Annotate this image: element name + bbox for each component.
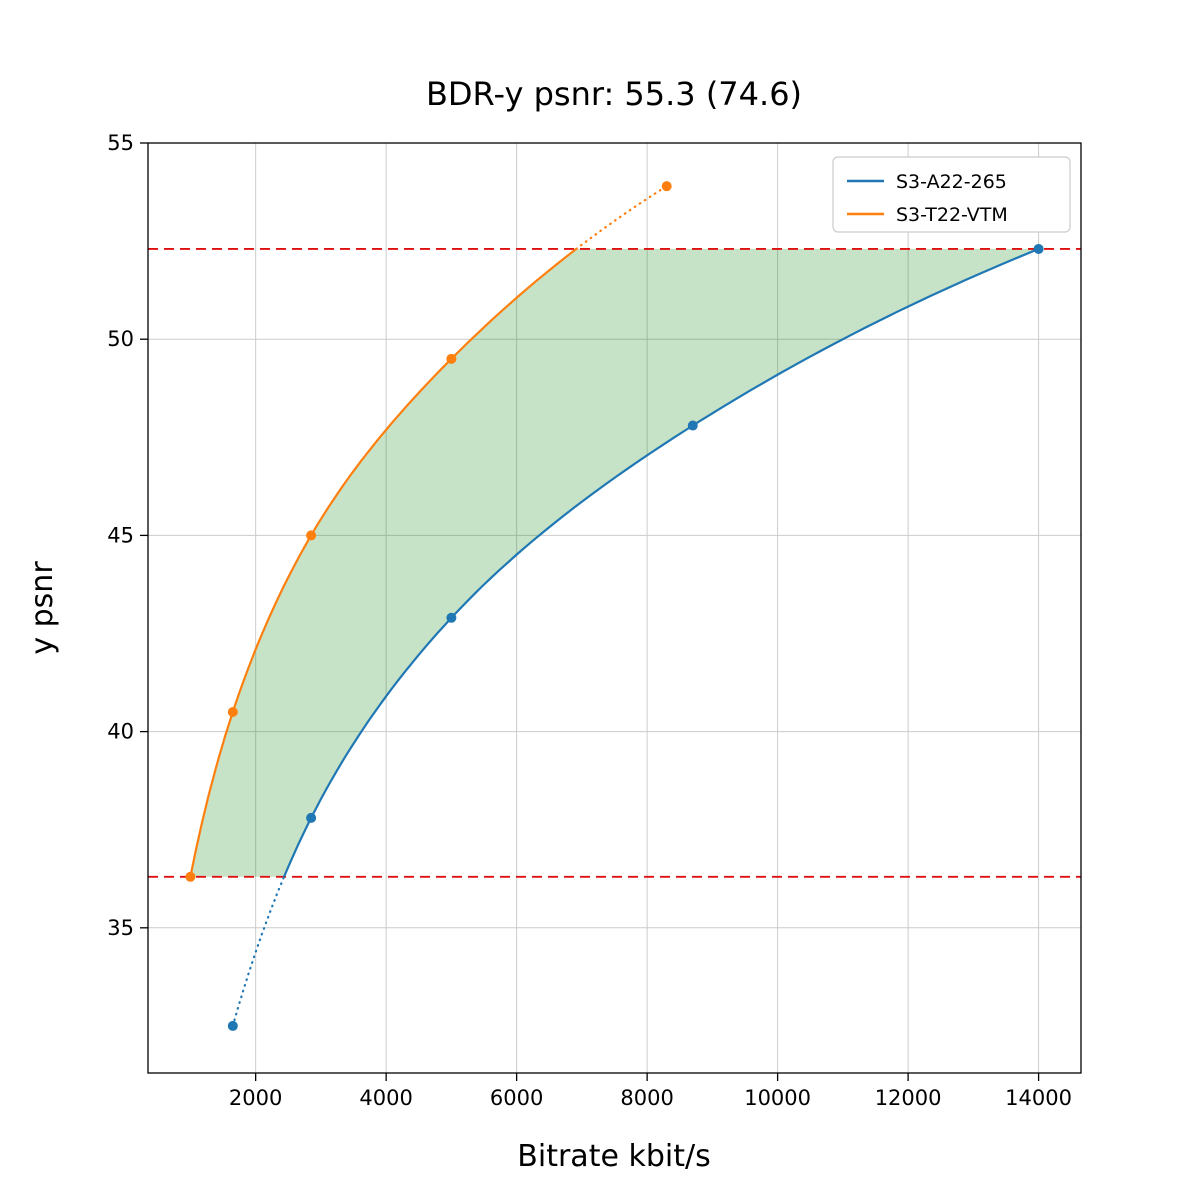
x-axis-label: Bitrate kbit/s	[517, 1139, 710, 1174]
data-point-marker	[185, 871, 196, 882]
series-line-solid-0	[282, 247, 1040, 878]
legend-label-series-1: S3-T22-VTM	[896, 204, 1008, 226]
chart-title: BDR-y psnr: 55.3 (74.6)	[426, 75, 802, 113]
data-point-marker	[687, 420, 698, 431]
data-point-marker	[1033, 243, 1044, 254]
x-tick-label: 10000	[744, 1086, 811, 1110]
series-curves	[185, 181, 1044, 1031]
series-line-dotted-0	[231, 875, 286, 1027]
series-line-solid-1	[189, 248, 577, 878]
plot-frame	[147, 142, 1082, 1074]
bd-fill-polygon	[190, 248, 1039, 877]
series-line-dotted-1	[575, 185, 668, 250]
x-tick-label: 8000	[620, 1086, 673, 1110]
data-point-marker	[661, 181, 672, 192]
data-point-marker	[227, 1020, 238, 1031]
legend-label-series-0: S3-A22-265	[896, 171, 1007, 193]
x-tick-label: 2000	[229, 1086, 282, 1110]
data-point-marker	[227, 706, 238, 717]
legend-box	[832, 156, 1071, 233]
x-tick-label: 6000	[490, 1086, 543, 1110]
x-tick-label: 14000	[1005, 1086, 1072, 1110]
axis-ticks: 2000 4000 6000 8000 10000 12000 14000 35 40 45 50 5…	[107, 131, 1072, 1110]
y-tick-label: 50	[107, 327, 134, 351]
bd-fill-region	[190, 248, 1039, 877]
x-tick-label: 12000	[875, 1086, 942, 1110]
y-axis-label: y psnr	[25, 561, 60, 655]
y-tick-label: 55	[107, 131, 134, 155]
data-point-marker	[306, 812, 317, 823]
data-point-marker	[446, 353, 457, 364]
legend: S3-A22-265 S3-T22-VTM	[832, 156, 1071, 233]
y-tick-label: 35	[107, 916, 134, 940]
y-tick-label: 40	[107, 720, 134, 744]
overlap-reference-lines	[148, 248, 1081, 878]
data-point-marker	[306, 530, 317, 541]
data-point-marker	[446, 612, 457, 623]
y-tick-label: 45	[107, 523, 134, 547]
x-tick-label: 4000	[359, 1086, 412, 1110]
